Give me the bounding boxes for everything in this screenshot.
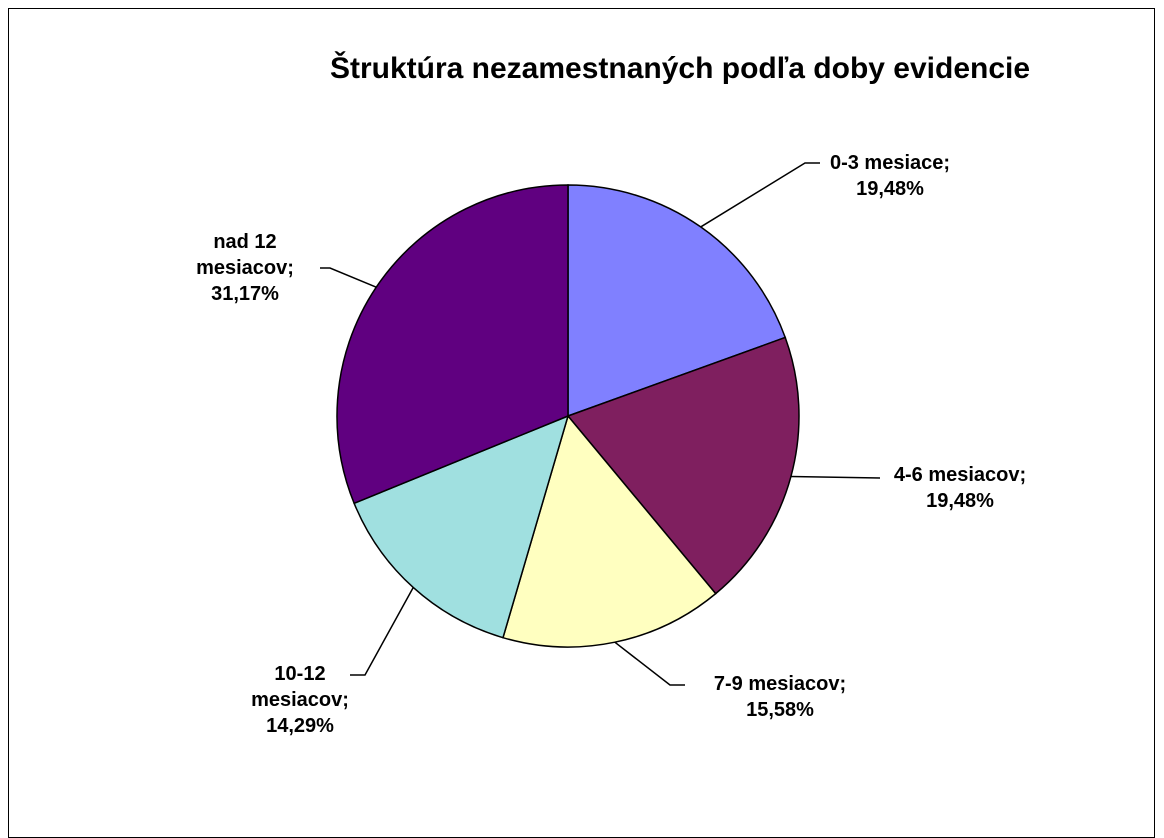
leader-line	[320, 267, 377, 288]
data-label: nad 12 mesiacov; 31,17%	[196, 231, 294, 305]
data-label: 10-12 mesiacov; 14,29%	[251, 663, 349, 737]
leader-line	[790, 475, 881, 479]
pie-slice	[566, 336, 800, 595]
chart-title: Štruktúra nezamestnaných podľa doby evid…	[330, 51, 1030, 85]
data-label: 4-6 mesiacov; 19,48%	[893, 464, 1027, 512]
leader-line	[350, 587, 414, 676]
data-label: 7-9 mesiacov; 15,58%	[713, 673, 847, 721]
chart: Štruktúra nezamestnaných podľa doby evid…	[320, 51, 1030, 686]
pie-slice	[567, 184, 787, 418]
pie-slice	[353, 414, 570, 639]
data-label: 0-3 mesiace; 19,48%	[829, 152, 951, 200]
leader-line	[614, 641, 685, 686]
page: Štruktúra nezamestnaných podľa doby evid…	[8, 8, 1155, 838]
leader-line	[700, 162, 820, 228]
